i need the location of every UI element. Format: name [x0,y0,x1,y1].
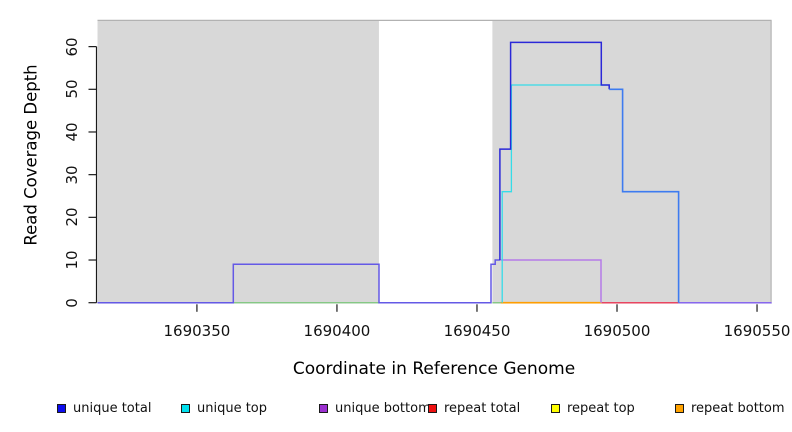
legend-label: repeat bottom [691,401,785,416]
legend-label: unique total [73,401,152,416]
legend-swatch-icon [675,404,684,413]
y-tick-label: 10 [63,250,81,270]
y-tick-label: 40 [63,122,81,142]
legend-item-repeat-top: repeat top [551,402,635,415]
coverage-step-line [501,84,610,303]
legend-label: unique bottom [335,401,431,416]
x-tick-label: 1690400 [303,322,371,340]
legend-item-unique-top: unique top [181,402,267,415]
legend-label: repeat total [444,401,521,416]
legend-label: repeat top [567,401,635,416]
x-axis-title: Coordinate in Reference Genome [292,359,576,379]
coverage-step-line [97,259,501,304]
y-tick-label: 50 [63,79,81,99]
legend-swatch-icon [428,404,437,413]
legend-item-repeat-bottom: repeat bottom [675,402,785,415]
legend-item-unique-bottom: unique bottom [319,402,431,415]
legend-item-repeat-total: repeat total [428,402,520,415]
legend-item-unique-total: unique total [57,402,151,415]
y-tick-label: 0 [63,297,81,308]
y-tick-label: 20 [63,207,81,227]
coverage-step-line [609,88,680,303]
coverage-step-line [500,259,602,303]
y-axis-title: Read Coverage Depth [21,64,41,246]
legend-swatch-icon [551,404,560,413]
y-tick-label: 60 [63,37,81,57]
legend-swatch-icon [181,404,190,413]
x-tick-label: 1690350 [163,322,231,340]
legend-swatch-icon [319,404,328,413]
legend-label: unique top [197,401,268,416]
y-tick-label: 30 [63,165,81,185]
x-tick-label: 1690500 [583,322,651,340]
x-tick-label: 1690550 [723,322,791,340]
coverage-step-line [499,41,610,260]
highlight-band [492,20,772,304]
legend-swatch-icon [57,404,66,413]
highlight-band [97,20,379,304]
x-tick-label: 1690450 [443,322,511,340]
